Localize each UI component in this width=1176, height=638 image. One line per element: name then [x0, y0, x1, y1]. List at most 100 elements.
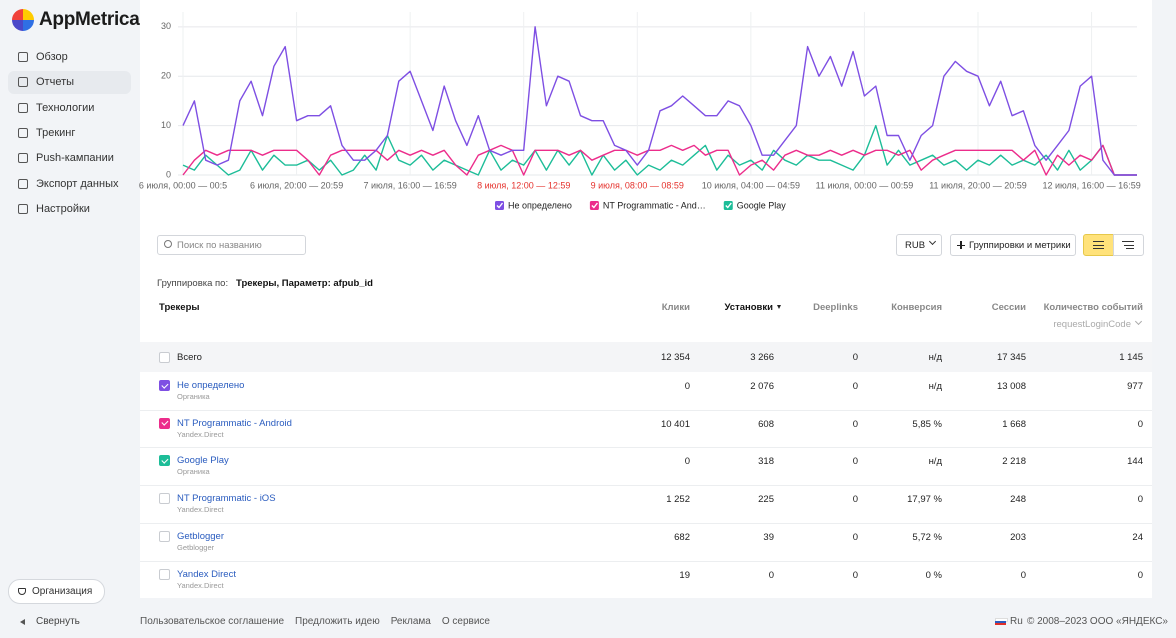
- menu-label[interactable]: Обзор: [36, 51, 68, 63]
- tracker-name[interactable]: Getblogger: [177, 530, 225, 542]
- x-tick-label: 6 июля, 20:00 — 20:59: [250, 180, 343, 190]
- menu-icon: [18, 102, 28, 113]
- menu-item[interactable]: Технологии: [8, 97, 131, 120]
- x-tick-label: 9 июля, 08:00 — 08:59: [591, 180, 684, 190]
- list-line: [1093, 241, 1104, 243]
- table-cell: 1 668: [1002, 418, 1026, 430]
- row-checkbox[interactable]: [159, 417, 170, 429]
- total-cell: 1 145: [1119, 352, 1143, 363]
- view-toggle-tree[interactable]: [1113, 234, 1144, 256]
- table-cell: 1 252: [666, 494, 690, 506]
- tracker-name[interactable]: NT Programmatic - iOS: [177, 493, 276, 505]
- search-icon: [164, 240, 172, 248]
- footer-link[interactable]: Пользовательское соглашение: [140, 616, 285, 627]
- series-line: [182, 26, 1137, 176]
- x-tick-label: 6 июля, 00:00 — 00:5: [139, 180, 227, 190]
- row-checkbox[interactable]: [159, 455, 170, 467]
- table-cell: 0: [852, 456, 858, 468]
- legend-checkbox: [723, 201, 733, 210]
- event-param[interactable]: requestLoginCode: [1053, 319, 1131, 330]
- table-cell: 0: [1137, 494, 1143, 506]
- menu-label[interactable]: Технологии: [36, 101, 95, 114]
- footer-link[interactable]: Реклама: [390, 616, 431, 627]
- total-cell: 17 345: [996, 352, 1026, 363]
- tracker-name[interactable]: Yandex Direct: [177, 568, 236, 580]
- metrics-label[interactable]: Группировки и метрики: [969, 240, 1071, 251]
- row-checkbox[interactable]: [159, 568, 170, 580]
- tree-line: [1124, 244, 1134, 246]
- menu-item[interactable]: Настройки: [8, 198, 131, 221]
- menu-item[interactable]: Обзор: [8, 46, 131, 69]
- check-mark: [160, 381, 168, 388]
- tree-line: [1126, 248, 1134, 250]
- footer-link[interactable]: О сервисе: [441, 616, 490, 627]
- view-toggle-list[interactable]: [1083, 234, 1114, 256]
- tracker-source: Yandex.Direct: [177, 429, 224, 439]
- tracker-name[interactable]: Не определено: [177, 380, 245, 391]
- grouping-label: Группировка по:: [157, 278, 229, 289]
- logo-text: AppMetrica: [39, 9, 140, 30]
- column-header[interactable]: Конверсия: [891, 302, 942, 313]
- menu-label[interactable]: Настройки: [36, 202, 90, 215]
- table-cell: 0: [852, 569, 858, 581]
- menu-item[interactable]: Экспорт данных: [8, 173, 131, 196]
- menu-label[interactable]: Экспорт данных: [36, 177, 119, 190]
- metrics-button[interactable]: Группировки и метрики: [950, 234, 1076, 256]
- menu-item[interactable]: Трекинг: [8, 122, 131, 145]
- series-line: [182, 144, 1137, 176]
- legend-label[interactable]: NT Programmatic - And…: [603, 200, 706, 210]
- flag-blue: [995, 620, 1006, 624]
- legend-checkbox: [495, 201, 504, 210]
- collapse-link[interactable]: Свернуть: [36, 616, 80, 627]
- menu-item[interactable]: Отчеты: [8, 71, 131, 95]
- currency-label[interactable]: RUB: [905, 240, 926, 251]
- x-tick-label: 11 июля, 20:00 — 20:59: [929, 180, 1027, 190]
- x-tick-label: 11 июля, 00:00 — 00:59: [816, 180, 914, 190]
- row-divider: [140, 560, 1152, 562]
- y-tick-label: 30: [161, 21, 171, 31]
- column-header[interactable]: Количество событий: [1043, 302, 1143, 313]
- row-checkbox[interactable]: [159, 380, 170, 391]
- sort-arrow: [777, 305, 781, 309]
- column-header[interactable]: Deeplinks: [813, 302, 858, 313]
- legend-checkbox: [589, 201, 599, 210]
- tracker-source: Органика: [177, 392, 210, 401]
- legend-check: [496, 202, 504, 209]
- legend-label[interactable]: Не определено: [508, 200, 572, 210]
- search-input[interactable]: Поиск по названию: [157, 235, 306, 255]
- total-label: Всего: [177, 352, 202, 363]
- check-mark: [160, 456, 168, 464]
- tracker-name[interactable]: NT Programmatic - Android: [177, 417, 292, 429]
- legend-check: [725, 202, 732, 209]
- total-cell: 3 266: [750, 352, 774, 363]
- legend-label[interactable]: Google Play: [737, 200, 787, 210]
- menu-item[interactable]: Push-кампании: [8, 147, 131, 170]
- column-header[interactable]: Сессии: [991, 302, 1026, 313]
- total-cell: 12 354: [660, 352, 690, 363]
- table-cell: 0 %: [925, 569, 942, 581]
- tracker-name[interactable]: Google Play: [177, 455, 229, 467]
- table-cell: 13 008: [996, 381, 1026, 392]
- plus-v: [960, 241, 962, 249]
- row-checkbox[interactable]: [159, 493, 170, 505]
- table-cell: 0: [852, 531, 858, 543]
- cb row-checkbox[interactable]: [159, 352, 170, 363]
- language[interactable]: Ru: [1010, 616, 1023, 627]
- collapse-arrow[interactable]: [20, 619, 25, 625]
- row-checkbox[interactable]: [159, 530, 170, 542]
- org-label[interactable]: Организация: [32, 586, 93, 597]
- search-placeholder[interactable]: Поиск по названию: [177, 240, 262, 251]
- column-header[interactable]: Трекеры: [159, 302, 200, 313]
- menu-label[interactable]: Трекинг: [36, 126, 76, 139]
- menu-label[interactable]: Push-кампании: [36, 152, 114, 165]
- column-header[interactable]: Установки: [724, 302, 773, 313]
- main-panel: [140, 0, 1152, 598]
- organization-button[interactable]: Организация: [8, 579, 105, 604]
- menu-icon: [18, 127, 28, 138]
- column-header[interactable]: Клики: [661, 302, 690, 313]
- currency-select[interactable]: RUB: [896, 234, 942, 256]
- menu-label[interactable]: Отчеты: [36, 76, 75, 89]
- footer-link[interactable]: Предложить идею: [295, 616, 380, 627]
- table-cell: 225: [758, 494, 774, 506]
- table-cell: 17,97 %: [907, 494, 942, 506]
